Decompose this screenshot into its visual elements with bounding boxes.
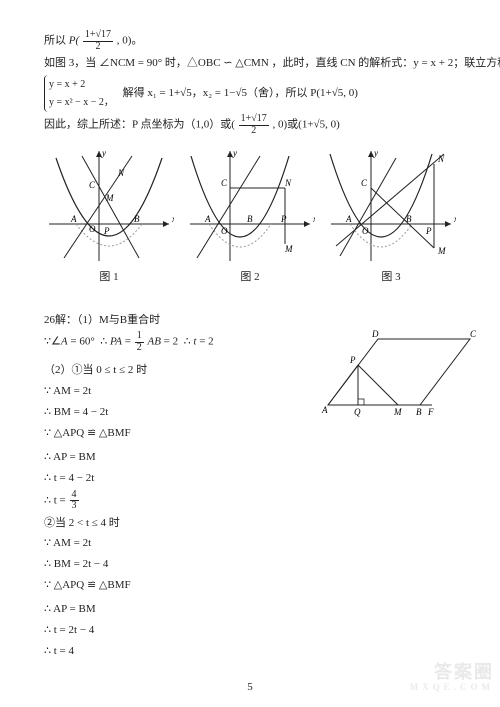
svg-text:x: x — [171, 214, 174, 224]
svg-text:y: y — [101, 148, 106, 158]
label-C: C — [470, 329, 477, 339]
q26-part2a-head: （2）①当 0 ≤ t ≤ 2 时 — [44, 361, 284, 380]
label-F: F — [427, 407, 434, 417]
q26-a4: ∴ t = 4 − 2t — [44, 469, 284, 488]
q26-sim2: ∵ △APQ ≌ △BMF — [44, 576, 284, 595]
line-fig3-intro: 如图 3，当 ∠NCM = 90° 时，△OBC ∽ △CMN ，此时，直线 C… — [44, 54, 456, 73]
svg-text:O: O — [89, 224, 96, 234]
q26-b3: ∴ AP = BM — [44, 600, 284, 619]
q26-b4: ∴ t = 2t − 4 — [44, 621, 284, 640]
q26-part2b-head: ②当 2 < t ≤ 4 时 — [44, 514, 284, 533]
q26-b1: ∵ AM = 2t — [44, 534, 284, 553]
svg-text:B: B — [406, 214, 412, 224]
line-conclusion: 因此，综上所述：P 点坐标为（1,0）或( 1+√172 , 0)或(1+√5,… — [44, 114, 456, 136]
rhombus-figure: A B C D P Q M F — [320, 325, 480, 428]
figure-1-caption: 图 1 — [44, 268, 174, 287]
svg-text:P: P — [425, 226, 432, 236]
svg-text:M: M — [437, 246, 446, 256]
svg-text:y: y — [232, 148, 237, 158]
watermark: 答案圈 MXQE.COM — [410, 663, 494, 693]
svg-text:A: A — [345, 214, 352, 224]
q26-l1: ∵∠A = 60° ∴ PA = 12 AB = 2 ∴ t = 2 — [44, 331, 284, 353]
svg-text:A: A — [70, 214, 77, 224]
svg-text:x: x — [312, 214, 315, 224]
svg-text:O: O — [221, 226, 228, 236]
q26-b2: ∴ BM = 2t − 4 — [44, 555, 284, 574]
q26-b5: ∴ t = 4 — [44, 642, 284, 661]
label-M: M — [393, 407, 402, 417]
q26-a2: ∴ BM = 4 − 2t — [44, 403, 284, 422]
q26-sim1: ∵ △APQ ≌ △BMF — [44, 424, 284, 443]
q26-a5: ∴ t = 43 — [44, 490, 284, 512]
svg-text:C: C — [221, 178, 228, 188]
svg-text:M: M — [105, 193, 114, 203]
q26-a3: ∴ AP = BM — [44, 448, 284, 467]
svg-text:N: N — [117, 168, 125, 178]
label-D: D — [371, 329, 379, 339]
svg-text:P: P — [280, 214, 287, 224]
svg-text:N: N — [284, 178, 292, 188]
label-Q: Q — [354, 407, 361, 417]
svg-text:C: C — [361, 178, 368, 188]
figure-3-caption: 图 3 — [326, 268, 456, 287]
q26-header: 26解：（1）M与B重合时 — [44, 311, 284, 330]
svg-text:B: B — [247, 214, 253, 224]
q26-a1: ∵ AM = 2t — [44, 382, 284, 401]
label-P: P — [349, 355, 356, 365]
svg-text:M: M — [284, 244, 293, 254]
parabola-diagram-1: x y A O P B C M N — [44, 146, 174, 266]
svg-text:x: x — [453, 214, 456, 224]
figure-1: x y A O P B C M N 图 1 — [44, 146, 174, 287]
svg-text:P: P — [103, 226, 110, 236]
svg-text:O: O — [362, 226, 369, 236]
equation-system: y = x + 2 y = x² − x − 2， 解得 x₁ = 1+√5，x… — [44, 75, 456, 112]
line-p-coord: 所以 P( 1+√172 , 0)。 — [44, 30, 456, 52]
svg-text:B: B — [134, 214, 140, 224]
label-A: A — [321, 405, 328, 415]
svg-text:N: N — [437, 154, 445, 164]
svg-text:C: C — [89, 180, 96, 190]
parabola-diagram-3: x y A O B P C N M — [326, 146, 456, 266]
svg-text:y: y — [373, 148, 378, 158]
figure-row: x y A O P B C M N 图 1 — [44, 146, 456, 287]
parabola-diagram-2: x y A O B P C N M — [185, 146, 315, 266]
figure-2-caption: 图 2 — [185, 268, 315, 287]
figure-3: x y A O B P C N M 图 3 — [326, 146, 456, 287]
svg-text:A: A — [204, 214, 211, 224]
figure-2: x y A O B P C N M 图 2 — [185, 146, 315, 287]
label-B: B — [416, 407, 422, 417]
